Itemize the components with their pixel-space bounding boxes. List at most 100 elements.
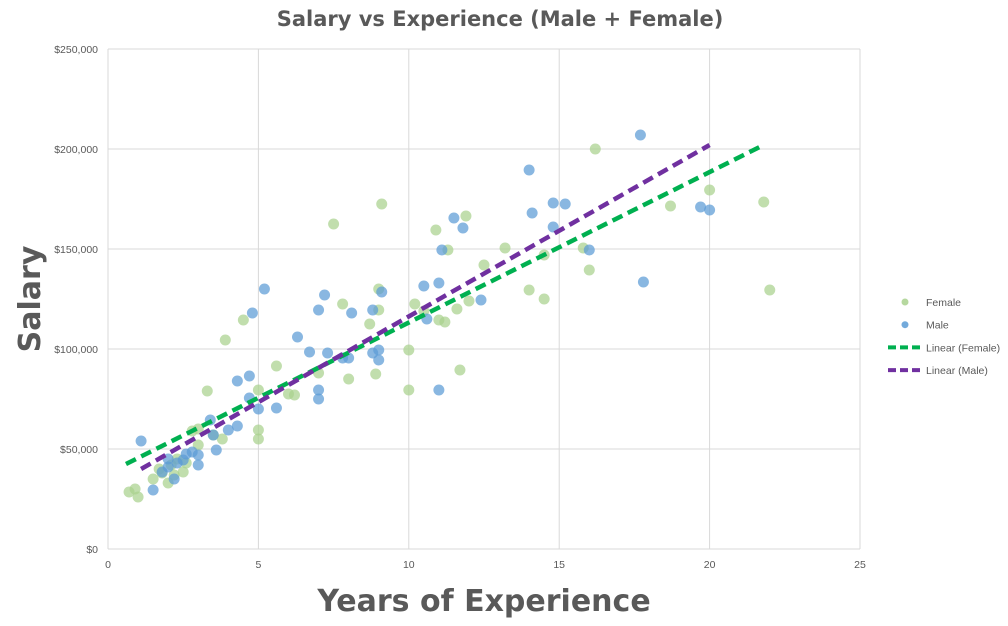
legend: Female Male Linear (Female) Linear (Male) (888, 297, 1000, 377)
y-axis-ticks: $0 $50,000 $100,000 $150,000 $200,000 $250,00… (54, 44, 98, 556)
female-point (252, 424, 264, 436)
female-point (758, 196, 770, 208)
female-point (664, 200, 676, 212)
male-point (475, 294, 487, 306)
female-point (704, 184, 716, 196)
linear-female-trendline (124, 142, 765, 467)
x-tick-label: 25 (854, 559, 866, 571)
male-point (418, 280, 430, 292)
male-point (246, 307, 258, 319)
x-tick-label: 5 (255, 559, 261, 571)
legend-label-female: Female (926, 297, 961, 309)
y-tick-label: $150,000 (54, 244, 98, 256)
male-point (168, 473, 180, 485)
male-point (292, 331, 304, 343)
legend-marker-female (901, 298, 909, 306)
female-point (430, 224, 442, 236)
female-point (451, 303, 463, 315)
female-point (237, 314, 249, 326)
male-point (695, 201, 707, 213)
male-point (526, 207, 538, 219)
female-point (478, 259, 490, 271)
male-point (319, 289, 331, 301)
male-point (373, 344, 385, 356)
female-point (337, 298, 349, 310)
male-point (637, 276, 649, 288)
male-point (376, 286, 388, 298)
male-point (147, 484, 159, 496)
female-point (147, 473, 159, 485)
female-point (343, 373, 355, 385)
y-tick-label: $200,000 (54, 144, 98, 156)
female-point (409, 298, 421, 310)
female-point (328, 218, 340, 230)
male-point (373, 354, 385, 366)
female-point (177, 466, 189, 478)
female-point (454, 364, 466, 376)
female-point (460, 210, 472, 222)
male-point (258, 283, 270, 295)
trendlines (124, 142, 765, 471)
male-point (367, 304, 379, 316)
female-point (252, 384, 264, 396)
male-point (207, 429, 219, 441)
male-point (457, 222, 469, 234)
gridlines (107, 48, 861, 550)
male-point (436, 244, 448, 256)
female-point (403, 344, 415, 356)
male-point (346, 307, 358, 319)
female-point (538, 293, 550, 305)
male-point (243, 370, 255, 382)
x-axis-label: Years of Experience (316, 584, 650, 619)
female-point (364, 318, 376, 330)
male-point (704, 204, 716, 216)
female-point (252, 433, 264, 445)
male-point (192, 449, 204, 461)
male-point (448, 212, 460, 224)
male-point (547, 197, 559, 209)
male-point (313, 384, 325, 396)
male-point (634, 129, 646, 141)
female-point (499, 242, 511, 254)
y-axis-label: Salary (13, 245, 48, 352)
male-point (433, 277, 445, 289)
male-point (210, 444, 222, 456)
chart-title: Salary vs Experience (Male + Female) (277, 7, 724, 31)
male-point (547, 221, 559, 233)
male-point (523, 164, 535, 176)
x-tick-label: 15 (553, 559, 565, 571)
female-point (463, 295, 475, 307)
male-point (192, 459, 204, 471)
female-point (219, 334, 231, 346)
x-tick-label: 10 (403, 559, 415, 571)
male-point (231, 420, 243, 432)
y-tick-label: $50,000 (60, 444, 98, 456)
female-point (403, 384, 415, 396)
female-point (270, 360, 282, 372)
male-point (135, 435, 147, 447)
x-axis-ticks: 0 5 10 15 20 25 (105, 559, 866, 571)
legend-marker-male (901, 321, 909, 329)
male-point (231, 375, 243, 387)
y-tick-label: $250,000 (54, 44, 98, 56)
female-point (523, 284, 535, 296)
female-point (132, 491, 144, 503)
female-point (370, 368, 382, 380)
female-point (288, 389, 300, 401)
male-point (222, 424, 234, 436)
female-point (589, 143, 601, 155)
male-point (270, 402, 282, 414)
female-point (376, 198, 388, 210)
female-point (583, 264, 595, 276)
linear-male-trendline (139, 143, 711, 471)
x-tick-label: 20 (704, 559, 716, 571)
female-point (764, 284, 776, 296)
male-point (322, 347, 334, 359)
data-points (123, 129, 776, 503)
male-point (433, 384, 445, 396)
legend-label-male: Male (926, 320, 949, 332)
female-point (439, 316, 451, 328)
female-point (201, 385, 213, 397)
female-point (216, 433, 228, 445)
